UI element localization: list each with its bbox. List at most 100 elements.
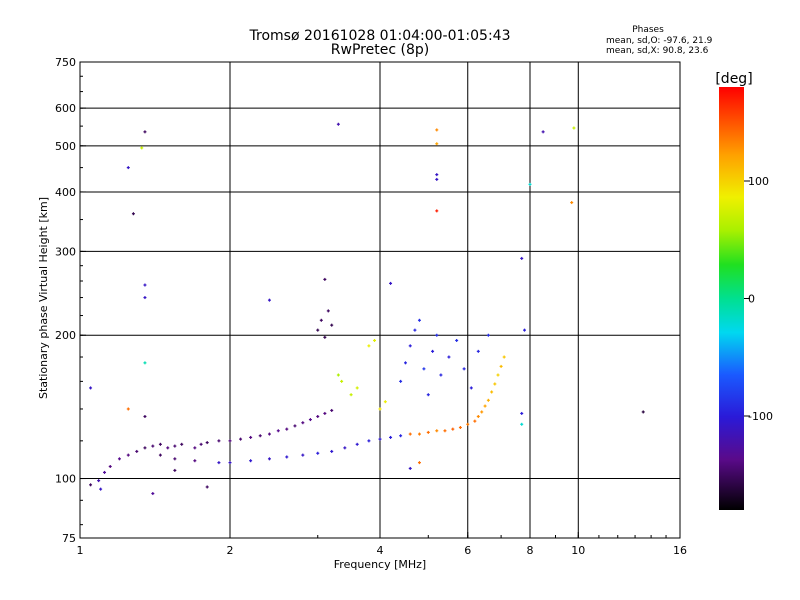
data-point xyxy=(496,373,500,377)
data-point xyxy=(285,427,289,431)
data-point xyxy=(422,367,426,371)
data-point xyxy=(97,479,101,483)
data-point xyxy=(323,411,327,415)
data-point xyxy=(462,367,466,371)
data-point xyxy=(143,446,147,450)
data-point xyxy=(458,425,462,429)
data-point xyxy=(249,435,253,439)
data-point xyxy=(426,430,430,434)
data-point xyxy=(520,256,524,260)
x-tick-label: 4 xyxy=(377,544,384,557)
data-point xyxy=(435,177,439,181)
data-point xyxy=(158,442,162,446)
data-point xyxy=(408,344,412,348)
data-point xyxy=(641,410,645,414)
data-point xyxy=(399,434,403,438)
data-point xyxy=(486,398,490,402)
data-point xyxy=(323,335,327,339)
data-point xyxy=(476,349,480,353)
data-point xyxy=(336,122,340,126)
grid xyxy=(80,62,680,538)
y-tick-label: 500 xyxy=(55,140,76,153)
data-point xyxy=(367,344,371,348)
data-point xyxy=(435,209,439,213)
data-point xyxy=(330,408,334,412)
stats-line-x: mean, sd,X: 90.8, 23.6 xyxy=(606,46,709,56)
data-point xyxy=(301,421,305,425)
data-point xyxy=(499,364,503,368)
data-point xyxy=(349,393,353,397)
data-point xyxy=(117,457,121,461)
data-point xyxy=(383,400,387,404)
colorbar-tick-label: 100 xyxy=(748,175,769,188)
data-point xyxy=(180,442,184,446)
data-point xyxy=(443,429,447,433)
data-point xyxy=(316,451,320,455)
data-point xyxy=(89,483,93,487)
data-point xyxy=(316,328,320,332)
colorbar: [deg] 100 0 -100 xyxy=(715,71,773,510)
y-axis-label: Stationary phase Virtual Height [km] xyxy=(37,197,50,399)
data-point xyxy=(293,424,297,428)
data-point xyxy=(326,309,330,313)
data-point xyxy=(520,422,524,426)
data-point xyxy=(355,442,359,446)
data-point xyxy=(131,212,135,216)
data-point xyxy=(285,455,289,459)
data-point xyxy=(413,328,417,332)
data-point xyxy=(319,318,323,322)
data-point xyxy=(435,142,439,146)
data-point xyxy=(528,182,532,186)
stats-line-o: mean, sd,O: -97.6, 21.9 xyxy=(606,36,713,46)
y-tick-label: 750 xyxy=(55,56,76,69)
y-axis: 75 100 200 300 400 500 600 750 xyxy=(55,56,86,545)
data-point xyxy=(193,446,197,450)
data-point xyxy=(572,126,576,130)
data-point xyxy=(143,361,147,365)
data-point xyxy=(523,328,527,332)
data-point xyxy=(126,166,130,170)
data-point xyxy=(373,338,377,342)
data-point xyxy=(486,333,490,337)
data-point xyxy=(435,429,439,433)
data-point xyxy=(301,453,305,457)
data-point xyxy=(158,453,162,457)
data-point xyxy=(426,393,430,397)
y-tick-label: 300 xyxy=(55,245,76,258)
data-point xyxy=(480,410,484,414)
data-point xyxy=(330,323,334,327)
data-point xyxy=(408,432,412,436)
data-point xyxy=(431,349,435,353)
data-point xyxy=(493,382,497,386)
data-point xyxy=(228,439,232,443)
data-point xyxy=(199,442,203,446)
data-point xyxy=(316,414,320,418)
data-point xyxy=(435,128,439,132)
data-point xyxy=(173,468,177,472)
data-points xyxy=(89,122,645,496)
data-point xyxy=(126,407,130,411)
y-tick-label: 200 xyxy=(55,329,76,342)
data-point xyxy=(435,173,439,177)
x-tick-label: 6 xyxy=(464,544,471,557)
data-point xyxy=(239,437,243,441)
data-point xyxy=(490,390,494,394)
data-point xyxy=(143,296,147,300)
colorbar-tick-label: 0 xyxy=(748,293,755,306)
data-point xyxy=(330,449,334,453)
data-point xyxy=(323,277,327,281)
y-tick-label: 600 xyxy=(55,102,76,115)
colorbar-gradient xyxy=(719,87,744,510)
data-point xyxy=(367,439,371,443)
data-point xyxy=(143,130,147,134)
data-point xyxy=(403,361,407,365)
data-point xyxy=(151,492,155,496)
data-point xyxy=(408,466,412,470)
data-point xyxy=(151,444,155,448)
data-point xyxy=(135,449,139,453)
data-point xyxy=(378,437,382,441)
x-tick-label: 2 xyxy=(227,544,234,557)
y-tick-label: 400 xyxy=(55,186,76,199)
